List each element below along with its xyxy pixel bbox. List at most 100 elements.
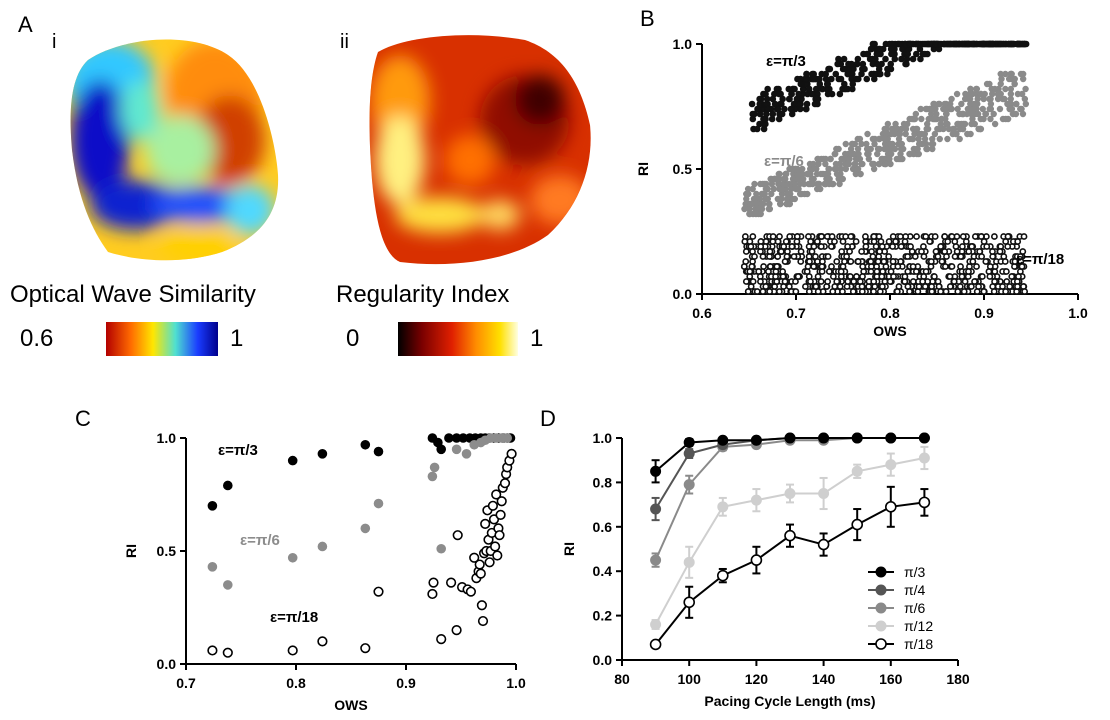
data-point: [753, 190, 760, 198]
data-point: [837, 165, 845, 173]
data-point: [827, 243, 835, 250]
data-point: [885, 432, 897, 444]
data-point: [915, 150, 922, 158]
ows-colorbar-title: Optical Wave Similarity: [10, 281, 256, 308]
data-point: [759, 288, 767, 295]
series-pi18: [649, 485, 931, 651]
data-point: [785, 283, 793, 290]
y-tick-label: 0.2: [593, 608, 613, 624]
data-point: [818, 233, 825, 240]
series-label-pi3: ε=π/3: [766, 53, 806, 70]
data-point: [928, 283, 936, 290]
data-point: [776, 233, 783, 240]
data-point: [805, 180, 812, 188]
series-label-pi3: ε=π/3: [218, 442, 258, 459]
data-point: [825, 165, 832, 173]
data-point: [931, 100, 938, 108]
data-point: [783, 253, 791, 260]
data-point: [484, 557, 495, 568]
series-pi6: [207, 433, 513, 590]
data-point: [870, 165, 878, 173]
data-point: [980, 95, 987, 103]
data-point: [968, 120, 975, 128]
data-point: [874, 150, 881, 158]
x-tick-label: 160: [879, 671, 903, 687]
data-point: [847, 258, 855, 265]
data-point: [1021, 95, 1029, 103]
data-point: [792, 288, 800, 295]
panel-label-a: A: [18, 12, 33, 37]
data-point: [805, 85, 813, 93]
data-point: [1002, 115, 1009, 123]
data-point: [948, 263, 956, 270]
data-point: [878, 273, 886, 280]
data-point: [921, 40, 928, 48]
data-point: [1008, 70, 1015, 78]
data-point: [840, 55, 848, 63]
x-tick-label: 120: [745, 671, 769, 687]
data-point: [899, 145, 907, 153]
data-point: [207, 645, 218, 656]
data-point: [819, 258, 826, 265]
panel-a: A i ii: [10, 12, 591, 356]
data-point: [436, 444, 447, 455]
data-point: [878, 243, 886, 250]
y-axis-label: RI: [561, 542, 577, 556]
data-point: [869, 135, 877, 143]
data-point: [931, 130, 939, 138]
data-point: [990, 233, 998, 240]
data-point: [429, 462, 440, 473]
data-point: [980, 40, 987, 48]
data-point: [817, 538, 830, 551]
data-point: [475, 568, 486, 579]
data-point: [887, 268, 895, 275]
data-point: [964, 130, 971, 138]
x-tick-label: 180: [946, 671, 970, 687]
data-point: [845, 60, 852, 68]
data-point: [889, 233, 897, 240]
data-point: [862, 243, 870, 250]
data-point: [494, 530, 505, 541]
data-point: [816, 75, 823, 83]
data-point: [814, 180, 821, 188]
data-point: [973, 100, 980, 108]
data-point: [744, 288, 752, 295]
data-point: [864, 130, 871, 138]
data-point: [858, 248, 866, 255]
data-point: [956, 135, 963, 143]
x-tick-label: 0.6: [692, 305, 712, 321]
data-point: [756, 100, 764, 108]
data-point: [803, 100, 811, 108]
data-point: [979, 105, 986, 113]
x-axis-label: OWS: [334, 697, 367, 713]
data-point: [1007, 90, 1015, 98]
data-point: [881, 125, 888, 133]
data-point: [875, 602, 887, 614]
data-point: [885, 238, 893, 245]
data-point: [854, 55, 862, 63]
data-point: [777, 248, 785, 255]
data-point: [948, 233, 956, 240]
data-point: [982, 258, 990, 265]
data-point: [287, 455, 298, 466]
data-point: [969, 258, 977, 265]
data-point: [922, 233, 930, 240]
data-point: [831, 238, 838, 245]
data-point: [825, 175, 832, 183]
data-point: [803, 70, 810, 78]
series-label-pi6: ε=π/6: [240, 532, 280, 549]
ows-colorbar: [106, 322, 218, 356]
data-point: [942, 115, 949, 123]
data-point: [876, 248, 884, 255]
y-tick-label: 0.5: [157, 543, 177, 559]
data-point: [837, 268, 845, 275]
data-point: [795, 90, 803, 98]
data-point: [832, 150, 839, 158]
data-point: [876, 45, 884, 53]
data-point: [765, 200, 773, 208]
data-point: [1001, 258, 1009, 265]
data-point: [914, 145, 921, 153]
data-point: [844, 278, 852, 285]
data-point: [842, 140, 849, 148]
data-point: [852, 170, 860, 178]
